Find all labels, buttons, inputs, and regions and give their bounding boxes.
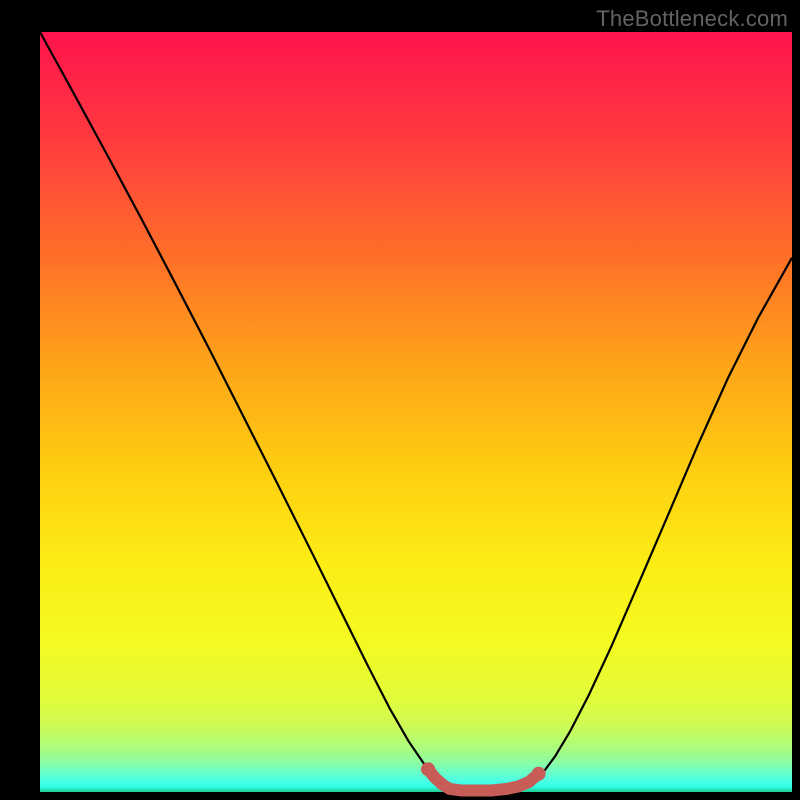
highlight-dot — [421, 762, 435, 776]
plot-background — [40, 32, 792, 792]
chart-container: TheBottleneck.com — [0, 0, 800, 800]
watermark-text: TheBottleneck.com — [596, 6, 788, 32]
highlight-dot — [532, 767, 546, 781]
bottleneck-chart — [0, 0, 800, 800]
